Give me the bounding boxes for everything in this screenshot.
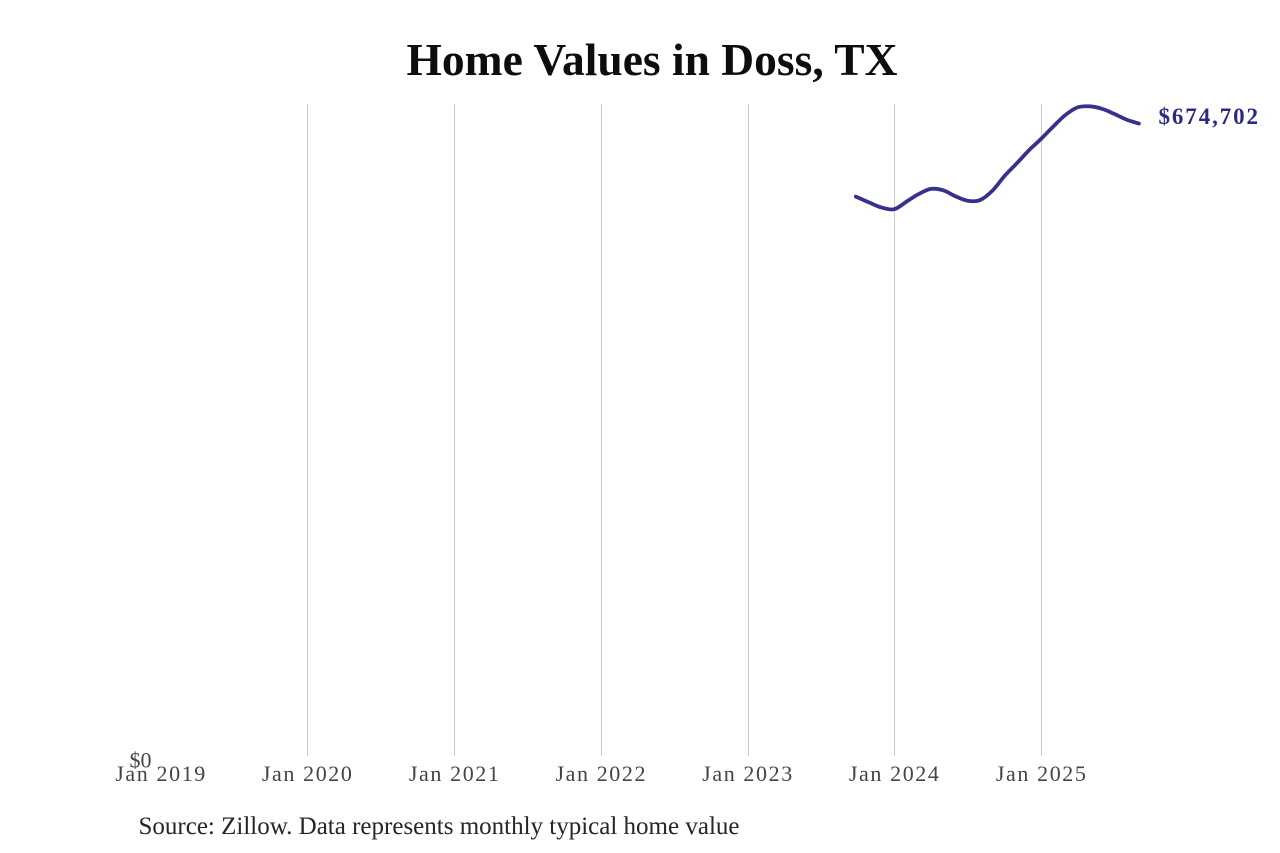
- svg-text:Jan 2022: Jan 2022: [555, 761, 647, 786]
- svg-text:Jan 2023: Jan 2023: [702, 761, 794, 786]
- svg-text:Source: Zillow. Data represent: Source: Zillow. Data represents monthly …: [139, 813, 740, 840]
- svg-text:Jan 2019: Jan 2019: [115, 761, 207, 786]
- svg-text:Jan 2024: Jan 2024: [849, 761, 941, 786]
- svg-text:Jan 2025: Jan 2025: [996, 761, 1088, 786]
- svg-text:$0: $0: [130, 748, 152, 773]
- svg-text:$674,702: $674,702: [1159, 104, 1260, 129]
- svg-text:Home Values in Doss, TX: Home Values in Doss, TX: [407, 34, 898, 85]
- svg-text:Jan 2021: Jan 2021: [409, 761, 501, 786]
- svg-text:Jan 2020: Jan 2020: [262, 761, 354, 786]
